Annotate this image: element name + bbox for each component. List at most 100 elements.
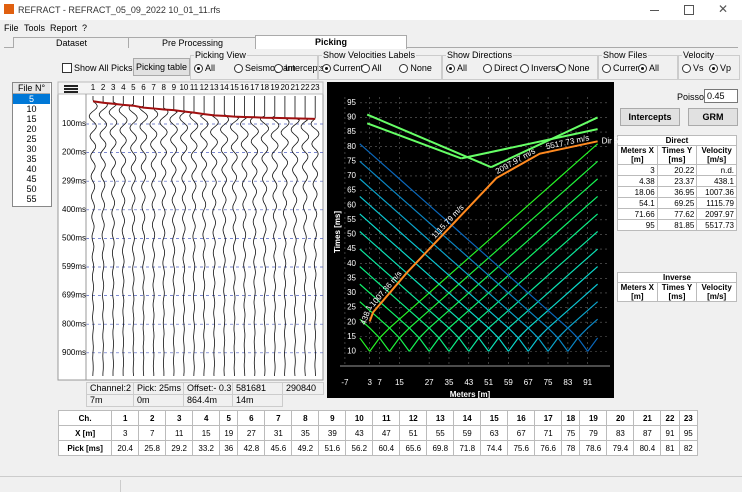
maximize-button[interactable] — [684, 5, 694, 15]
y-tick-label: 20 — [347, 317, 356, 326]
file-item[interactable]: 40 — [26, 164, 37, 174]
table-cell: 69.8 — [426, 440, 455, 456]
velocity-label: 438.1 — [359, 304, 375, 326]
file-item[interactable]: 45 — [26, 174, 37, 184]
radio-label: All — [371, 63, 382, 73]
channel-number: 22 — [301, 83, 310, 92]
table-cell: 15 — [480, 410, 509, 426]
radio[interactable] — [399, 64, 409, 73]
travel-curve — [490, 116, 599, 169]
radio-dot — [712, 67, 715, 70]
radio-label: Vs — [693, 63, 704, 73]
tab[interactable]: Picking — [255, 35, 407, 49]
table-cell: 14 — [453, 410, 482, 426]
radio-label: Inverse — [531, 63, 561, 73]
tab[interactable]: Dataset — [13, 37, 130, 48]
channel-number: 23 — [311, 83, 320, 92]
y-tick-label: 35 — [347, 273, 356, 282]
table-cell: 13 — [426, 410, 455, 426]
trace — [179, 96, 189, 377]
menu-item[interactable]: Tools — [24, 23, 46, 33]
y-tick-label: 30 — [347, 288, 356, 297]
table-row: Ch. 1 2 3 4 5 6 7 8 9 10 11 12 13 14 15 16 17 18 19 20 21 22 23 — [57, 410, 699, 426]
table-cell: 36.95 — [656, 186, 698, 198]
table-cell: 43 — [345, 425, 374, 441]
table-cell: 25.8 — [138, 440, 167, 456]
column-header: Meters X [m] — [617, 282, 658, 302]
file-item[interactable]: 10 — [26, 104, 37, 114]
channel-number: 8 — [161, 83, 166, 92]
table-cell: 11 — [165, 425, 194, 441]
trace — [108, 96, 118, 376]
radio[interactable] — [602, 64, 611, 73]
close-button[interactable]: ✕ — [718, 2, 729, 16]
x-tick-label: 7 — [377, 378, 382, 387]
travel-curve — [527, 283, 599, 352]
trace — [310, 96, 320, 376]
radio[interactable] — [274, 64, 283, 73]
trace — [189, 96, 199, 377]
trace — [270, 96, 280, 376]
table-cell: 76.6 — [534, 440, 563, 456]
radio[interactable] — [194, 64, 203, 73]
menu-item[interactable]: File — [4, 23, 19, 33]
group-box — [190, 55, 318, 80]
status-bar-divider — [120, 480, 121, 492]
checkbox-label: Show All Picks — [74, 63, 133, 73]
channel-number: 17 — [250, 83, 259, 92]
travel-curve — [359, 266, 450, 352]
picking-table-button[interactable]: Picking table — [133, 58, 190, 76]
file-item[interactable]: 55 — [26, 194, 37, 204]
file-item[interactable]: 5 — [13, 94, 50, 104]
radio[interactable] — [446, 64, 455, 73]
radio-label: Seismogram — [245, 63, 296, 73]
radio-label: All — [649, 63, 660, 73]
radio[interactable] — [520, 64, 529, 73]
y-axis-label: Times [ms] — [333, 211, 342, 253]
radio[interactable] — [557, 64, 566, 73]
file-item[interactable]: 15 — [26, 114, 37, 124]
status-cell: 14m — [232, 394, 283, 407]
file-item[interactable]: 35 — [26, 154, 37, 164]
file-item[interactable]: 25 — [26, 134, 37, 144]
table-cell: 51 — [399, 425, 428, 441]
y-tick-label: 60 — [347, 200, 356, 209]
table-cell: 39 — [318, 425, 347, 441]
table-cell: 78.6 — [579, 440, 608, 456]
x-tick-label: -7 — [341, 378, 349, 387]
trace — [210, 96, 219, 377]
table-cell: 6 — [237, 410, 266, 426]
radio[interactable] — [322, 64, 331, 73]
panel-button[interactable]: Intercepts — [620, 108, 680, 126]
table-cell: 20.22 — [656, 164, 698, 176]
radio[interactable] — [682, 64, 691, 73]
minimize-button[interactable] — [650, 10, 659, 11]
file-item[interactable]: 50 — [26, 184, 37, 194]
table-row: Pick [ms] 20.4 25.8 29.2 33.2 36 42.8 45.6 49.2 5… — [57, 440, 699, 456]
channel-number: 10 — [179, 83, 188, 92]
radio[interactable] — [709, 64, 718, 73]
group-box — [442, 55, 598, 80]
table-cell: 75 — [561, 425, 581, 441]
radio[interactable] — [483, 64, 492, 73]
checkbox[interactable] — [62, 63, 72, 73]
panel-button[interactable]: GRM — [688, 108, 738, 126]
trace — [159, 96, 169, 376]
file-item[interactable]: 30 — [26, 144, 37, 154]
radio[interactable] — [234, 64, 243, 73]
x-tick-label: 27 — [425, 378, 434, 387]
menu-item[interactable]: ? — [82, 23, 88, 33]
table-cell: 5517.73 — [696, 219, 737, 231]
radio-dot — [641, 67, 644, 70]
tab[interactable]: Pre Processing — [128, 37, 257, 48]
poisson-input[interactable]: 0.45 — [704, 89, 738, 103]
channel-number: 15 — [230, 83, 239, 92]
y-tick-label: 45 — [347, 244, 356, 253]
travel-curve — [468, 231, 599, 352]
menu-item[interactable]: Report — [50, 23, 78, 33]
radio[interactable] — [360, 64, 370, 73]
window-title: REFRACT - REFRACT_05_09_2022 10_01_11.rf… — [18, 5, 221, 15]
file-item[interactable]: 20 — [26, 124, 37, 134]
radio[interactable] — [638, 64, 647, 73]
